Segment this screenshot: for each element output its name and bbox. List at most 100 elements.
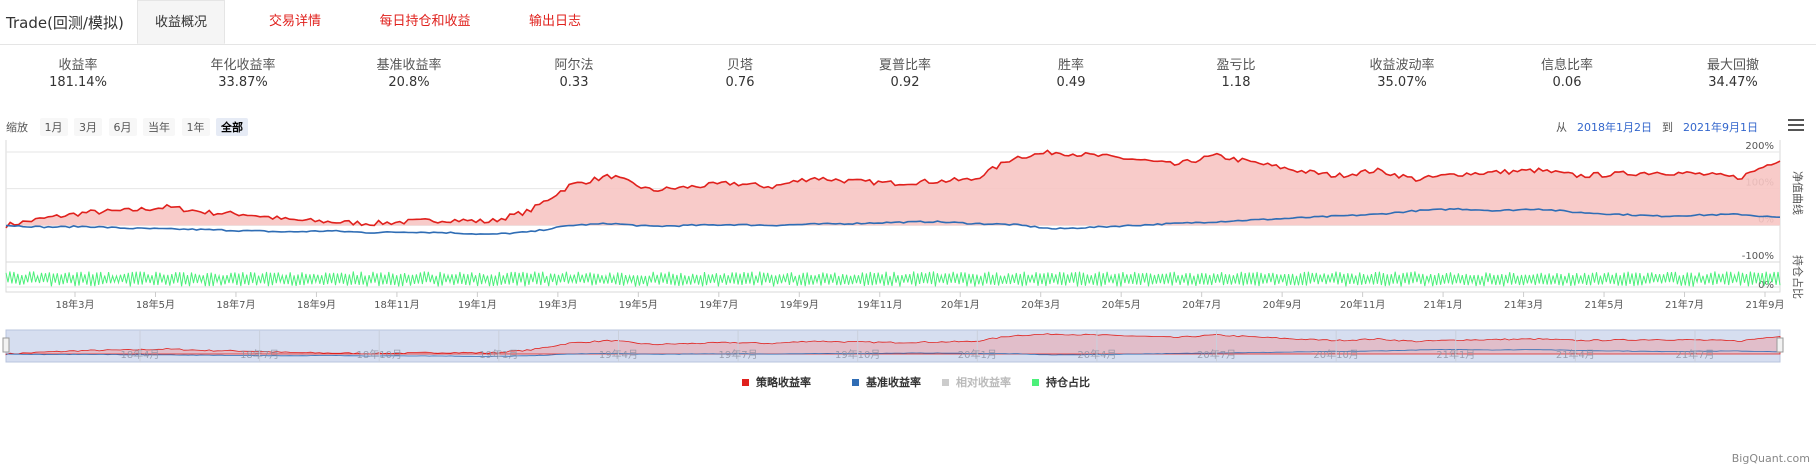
navigator-tick-label: 20年10月 — [1313, 348, 1358, 361]
metric-label: 贝塔 — [726, 58, 753, 73]
range-from-label: 从 — [1556, 121, 1567, 134]
legend-marker — [942, 379, 949, 386]
x-tick-label: 20年5月 — [1102, 298, 1141, 311]
y-axis-title: 净值曲线 — [1791, 171, 1805, 215]
x-tick-label: 20年11月 — [1340, 298, 1385, 311]
x-tick-label: 18年9月 — [297, 298, 336, 311]
metric-alpha: 阿尔法 0.33 — [504, 58, 644, 92]
tab-daily-positions[interactable]: 每日持仓和收益 — [379, 14, 471, 29]
x-tick-label: 19年3月 — [538, 298, 577, 311]
y-axis-title: 持仓占比 — [1791, 255, 1805, 299]
zoom-3m-button[interactable]: 3月 — [74, 118, 102, 136]
metric-value: 20.8% — [388, 75, 430, 90]
metric-max-drawdown: 最大回撤 34.47% — [1663, 58, 1803, 92]
y-tick-label: 200% — [1745, 141, 1774, 152]
metric-value: 0.76 — [725, 75, 755, 90]
metric-value: 34.47% — [1708, 75, 1758, 90]
metric-label: 阿尔法 — [554, 58, 594, 73]
x-tick-label: 21年9月 — [1745, 298, 1784, 311]
metric-sharpe: 夏普比率 0.92 — [835, 58, 975, 92]
metric-value: 181.14% — [49, 75, 107, 90]
strategy-area — [6, 150, 1780, 228]
tab-bar: Trade(回测/模拟) 收益概况 交易详情 每日持仓和收益 输出日志 — [0, 0, 1816, 45]
range-from-date[interactable]: 2018年1月2日 — [1577, 121, 1652, 134]
benchmark-line — [5, 207, 1781, 236]
y-tick-label: 0% — [1758, 280, 1774, 291]
legend-label: 基准收益率 — [865, 375, 921, 389]
legend-label: 持仓占比 — [1046, 375, 1090, 389]
range-to-date[interactable]: 2021年9月1日 — [1683, 121, 1758, 134]
chart-menu-icon[interactable] — [1788, 119, 1804, 133]
metric-benchmark-return: 基准收益率 20.8% — [339, 58, 479, 92]
navigator-tick-label: 19年4月 — [599, 348, 638, 361]
x-tick-label: 18年3月 — [55, 298, 94, 311]
x-tick-label: 19年11月 — [857, 298, 902, 311]
zoom-all-button[interactable]: 全部 — [216, 118, 248, 136]
navigator-tick-label: 21年4月 — [1556, 348, 1595, 361]
x-tick-label: 20年3月 — [1021, 298, 1060, 311]
metric-volatility: 收益波动率 35.07% — [1332, 58, 1472, 92]
metrics-row: 收益率 181.14% 年化收益率 33.87% 基准收益率 20.8% 阿尔法 0.3… — [0, 58, 1816, 98]
x-tick-label: 18年5月 — [136, 298, 175, 311]
navigator-tick-label: 21年1月 — [1436, 348, 1475, 361]
navigator-benchmark — [6, 348, 1780, 357]
navigator-handle-right — [1776, 337, 1784, 353]
zoom-ytd-button[interactable]: 当年 — [143, 118, 175, 136]
zoom-6m-button[interactable]: 6月 — [108, 118, 137, 136]
metric-label: 信息比率 — [1540, 58, 1593, 73]
navigator-tick-label: 20年7月 — [1197, 348, 1236, 361]
metric-beta: 贝塔 0.76 — [670, 58, 810, 92]
tab-trade-details[interactable]: 交易详情 — [268, 14, 321, 29]
legend-label: 相对收益率 — [956, 375, 1011, 389]
navigator-tick-label: 20年1月 — [958, 348, 997, 361]
legend-marker — [1032, 379, 1039, 386]
navigator-tick-label: 18年4月 — [120, 348, 159, 361]
x-tick-label: 21年1月 — [1424, 298, 1463, 311]
metric-value: 0.49 — [1056, 75, 1086, 90]
date-range: 从 2018年1月2日到 2021年9月1日 — [1556, 119, 1768, 135]
navigator-tick-label: 19年10月 — [835, 348, 880, 361]
watermark: BigQuant.com — [1731, 452, 1810, 465]
x-tick-label: 19年7月 — [699, 298, 738, 311]
metric-information-ratio: 信息比率 0.06 — [1497, 58, 1637, 92]
metric-value: 35.07% — [1377, 75, 1427, 90]
legend-marker — [742, 379, 749, 386]
metric-value: 0.06 — [1552, 75, 1582, 90]
x-tick-label: 19年1月 — [458, 298, 497, 311]
tab-overview[interactable]: 收益概况 — [137, 0, 225, 44]
x-tick-label: 20年9月 — [1263, 298, 1302, 311]
x-axis: 18年3月 18年5月 18年7月 18年9月 18年11月 19年1月 19年3月 19年5… — [55, 292, 1785, 311]
tab-output-log[interactable]: 输出日志 — [528, 14, 581, 29]
metric-label: 收益率 — [58, 58, 98, 73]
zoom-bar: 缩放 1月 3月 6月 当年 1年 全部 — [6, 118, 251, 136]
metric-value: 33.87% — [218, 75, 268, 90]
metric-label: 基准收益率 — [376, 58, 442, 73]
navigator-tick-label: 19年7月 — [719, 348, 758, 361]
metric-value: 0.33 — [559, 75, 589, 90]
app-title: Trade(回测/模拟) — [6, 14, 124, 32]
zoom-1m-button[interactable]: 1月 — [39, 118, 68, 136]
range-to-label: 到 — [1662, 121, 1673, 134]
metric-profit-loss-ratio: 盈亏比 1.18 — [1166, 58, 1306, 92]
strategy-line — [5, 149, 1781, 229]
main-panel: 200%100%0%-100%净值曲线 — [5, 140, 1805, 263]
navigator[interactable]: 18年4月 18年7月 18年10月 19年1月 19年4月 19年7月 19年10月 20年… — [2, 329, 1784, 363]
y-tick-label: -100% — [1742, 251, 1774, 262]
position-panel: 0% 持仓占比 — [5, 255, 1805, 299]
metric-label: 最大回撤 — [1706, 58, 1759, 73]
legend-label: 策略收益率 — [755, 375, 811, 389]
zoom-1y-button[interactable]: 1年 — [181, 118, 210, 136]
x-tick-label: 18年11月 — [374, 298, 419, 311]
navigator-handle-left — [2, 337, 10, 353]
x-tick-label: 20年1月 — [941, 298, 980, 311]
navigator-tick-label: 21年7月 — [1675, 348, 1714, 361]
navigator-tick-label: 18年7月 — [240, 348, 279, 361]
navigator-tick-label: 18年10月 — [357, 348, 402, 361]
position-line — [5, 271, 1781, 287]
x-tick-label: 21年7月 — [1665, 298, 1704, 311]
x-tick-label: 21年3月 — [1504, 298, 1543, 311]
x-tick-label: 19年5月 — [619, 298, 658, 311]
metric-label: 收益波动率 — [1369, 58, 1435, 73]
navigator-tick-label: 19年1月 — [479, 348, 518, 361]
metric-annual-return: 年化收益率 33.87% — [173, 58, 313, 92]
